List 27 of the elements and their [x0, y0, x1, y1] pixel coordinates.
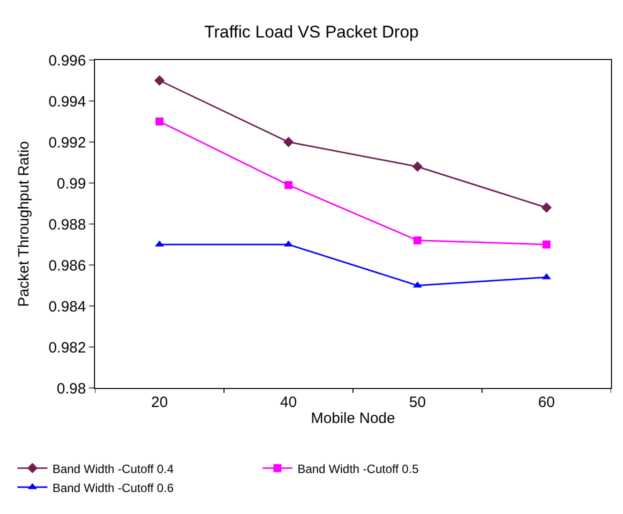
y-tick-label: 0.984: [48, 298, 86, 316]
x-axis-title: Mobile Node: [310, 410, 396, 427]
point: [412, 161, 423, 172]
point: [284, 181, 292, 190]
x-tick-label: 20: [151, 394, 168, 411]
y-tick-label: 0.98: [56, 380, 86, 398]
point: [414, 236, 422, 244]
y-axis-title: Packet Throughput Ratio: [16, 141, 33, 307]
y-tick-label: 0.994: [48, 93, 86, 110]
point: [541, 202, 552, 213]
y-tick-label: 0.992: [48, 134, 86, 152]
point: [156, 118, 164, 126]
y-tick-label: 0.99: [56, 175, 86, 192]
point: [542, 240, 550, 248]
x-tick-label: 40: [280, 394, 297, 411]
chart-title: Traffic Load VS Packet Drop: [204, 22, 419, 42]
x-tick-label: 50: [409, 394, 426, 411]
legend-label: Band Width -Cutoff 0.6: [52, 480, 174, 495]
legend-label: Band Width -Cutoff 0.5: [297, 462, 419, 476]
point: [283, 136, 294, 148]
legend-label: Band Width -Cutoff 0.4: [52, 462, 174, 476]
y-tick-label: 0.986: [48, 257, 86, 274]
y-tick-label: 0.996: [48, 52, 86, 70]
point: [154, 75, 165, 86]
y-tick-label: 0.988: [48, 216, 86, 234]
x-tick-label: 60: [538, 394, 555, 411]
y-tick-label: 0.982: [48, 339, 86, 356]
